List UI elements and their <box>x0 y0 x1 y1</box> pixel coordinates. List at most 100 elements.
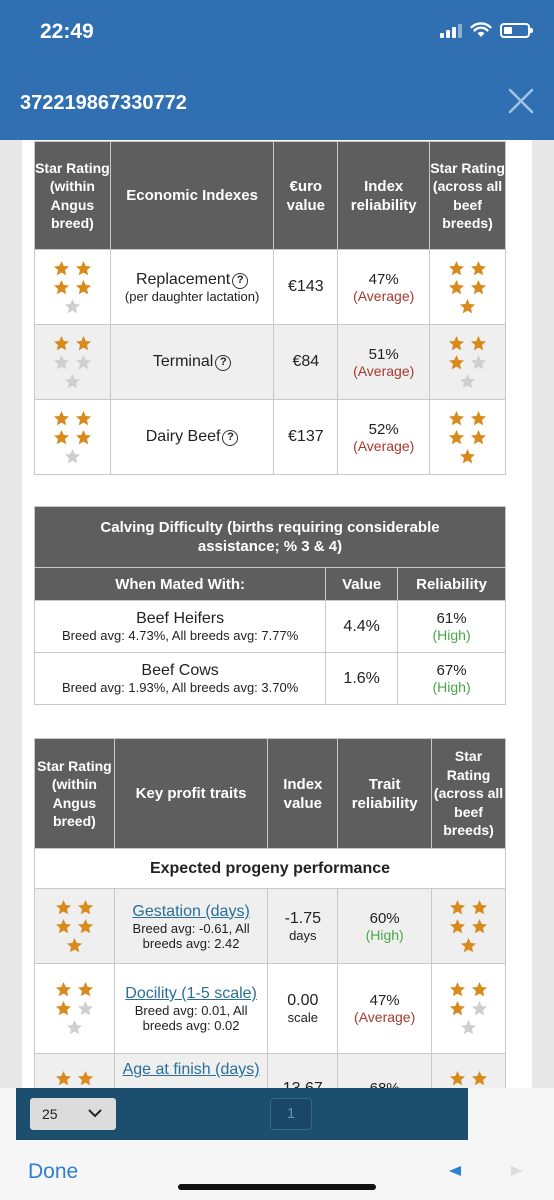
reliability-cell: 67% (High) <box>397 652 506 705</box>
table-row: Dairy Beef? €137 52% (Average) <box>34 399 506 475</box>
header-index-value: Index value <box>267 738 339 849</box>
table-row: Terminal? €84 51% (Average) <box>34 324 506 400</box>
header-value: Value <box>325 567 399 601</box>
header-star-within: Star Rating (within Angus breed) <box>34 738 115 849</box>
header-euro-value: €uro value <box>273 141 339 250</box>
reliability-label: (Average) <box>354 1009 416 1025</box>
star-filled-icon <box>75 279 91 294</box>
star-rating-across <box>429 324 506 400</box>
chevron-down-icon <box>88 1109 102 1118</box>
star-empty-icon <box>64 448 80 463</box>
star-filled-icon <box>75 410 91 425</box>
star-filled-icon <box>449 1071 466 1086</box>
index-name-cell: Replacement? (per daughter lactation) <box>109 249 275 325</box>
star-filled-icon <box>53 335 69 350</box>
star-rating-4 <box>53 260 92 315</box>
section-title: Expected progeny performance <box>34 848 506 889</box>
trait-name-cell: Age at finish (days) <box>113 1053 269 1088</box>
mated-subtext: Breed avg: 4.73%, All breeds avg: 7.77% <box>61 628 299 643</box>
reliability-cell: 60% (High) <box>337 888 433 964</box>
trait-link-age-at-finish[interactable]: Age at finish (days) <box>122 1061 260 1078</box>
signal-icon <box>440 22 462 38</box>
star-rating-2 <box>53 335 92 390</box>
mated-name: Beef Heifers <box>136 610 225 627</box>
calving-header-row: When Mated With: Value Reliability <box>33 567 506 601</box>
index-value-cell: 0.00 scale <box>267 963 339 1054</box>
star-empty-icon <box>471 1001 488 1016</box>
header-star-within: Star Rating (within Angus breed) <box>34 141 111 250</box>
calving-difficulty-table: Calving Difficulty (births requiring con… <box>33 506 506 705</box>
star-filled-icon <box>53 279 69 294</box>
star-filled-icon <box>75 429 91 444</box>
economic-indexes-table: Star Rating (within Angus breed) Economi… <box>34 141 506 475</box>
page-button-current[interactable]: 1 <box>270 1098 312 1130</box>
mated-name: Beef Cows <box>141 662 219 679</box>
star-rating-2 <box>55 1070 94 1088</box>
header-economic-indexes: Economic Indexes <box>109 141 275 250</box>
star-filled-icon <box>55 982 71 997</box>
table-row: Gestation (days) Breed avg: -0.61, All b… <box>34 888 506 964</box>
reliability-label: (Average) <box>353 287 415 304</box>
trait-link-gestation[interactable]: Gestation (days) <box>132 902 250 920</box>
star-filled-icon <box>77 899 93 914</box>
star-filled-icon <box>77 918 93 933</box>
star-rating-within <box>34 249 111 325</box>
star-filled-icon <box>77 982 93 997</box>
next-arrow-icon[interactable] <box>510 1165 524 1177</box>
trait-subtext: Breed avg: -0.61, All breeds avg: 2.42 <box>132 920 250 951</box>
star-rating-5 <box>55 899 94 954</box>
table-row: Beef Cows Breed avg: 1.93%, All breeds a… <box>33 652 506 705</box>
reliability-cell: 61% (High) <box>397 600 506 653</box>
nav-bar: 372219867330772 <box>0 66 554 140</box>
key-profit-traits-table: Star Rating (within Angus breed) Key pro… <box>34 738 506 1088</box>
star-filled-icon <box>55 899 71 914</box>
pagination-bar: 25 1 <box>16 1088 468 1140</box>
index-name: Terminal <box>152 353 214 370</box>
help-icon[interactable]: ? <box>215 355 232 371</box>
star-rating-3 <box>449 981 488 1036</box>
header-star-across: Star Rating (across all beef breeds) <box>431 738 506 849</box>
trait-name-cell: Docility (1-5 scale) Breed avg: 0.01, Al… <box>113 963 269 1054</box>
reliability-value: 68% <box>337 1053 433 1088</box>
reliability-value: 47% <box>368 270 399 288</box>
star-filled-icon <box>448 429 465 444</box>
help-icon[interactable]: ? <box>222 430 239 446</box>
star-empty-icon <box>64 298 80 313</box>
per-page-select[interactable]: 25 <box>30 1098 116 1130</box>
star-empty-icon <box>77 1001 93 1016</box>
wifi-icon <box>470 22 492 37</box>
calving-title: Calving Difficulty (births requiring con… <box>34 506 506 568</box>
reliability-label: (Average) <box>353 362 415 379</box>
table-row: Age at finish (days) 13.67 68% <box>34 1053 506 1088</box>
star-filled-icon <box>75 260 91 275</box>
reliability-cell: 51% (Average) <box>337 324 431 400</box>
star-empty-icon <box>460 1020 477 1035</box>
status-time: 22:49 <box>40 20 94 43</box>
reliability-label: (High) <box>432 679 471 695</box>
star-filled-icon <box>449 982 466 997</box>
trait-link-docility[interactable]: Docility (1-5 scale) <box>125 985 257 1002</box>
star-filled-icon <box>53 410 69 425</box>
reliability-value: 67% <box>436 662 467 679</box>
reliability-value: 61% <box>436 610 467 627</box>
calving-title-row: Calving Difficulty (births requiring con… <box>34 506 506 568</box>
status-bar: 22:49 <box>0 0 554 66</box>
star-filled-icon <box>449 1001 466 1016</box>
help-icon[interactable]: ? <box>232 272 249 289</box>
star-filled-icon <box>448 279 465 294</box>
page-title: 372219867330772 <box>20 92 187 114</box>
star-filled-icon <box>66 937 82 952</box>
star-filled-icon <box>459 298 476 313</box>
reliability-cell: 47% (Average) <box>337 249 431 325</box>
star-rating-across <box>431 1053 506 1088</box>
close-icon[interactable] <box>506 86 536 116</box>
star-rating-2 <box>449 1070 488 1088</box>
done-button[interactable]: Done <box>28 1160 79 1183</box>
star-rating-3 <box>55 981 94 1036</box>
reliability-value: 51% <box>368 345 399 363</box>
previous-arrow-icon[interactable] <box>448 1165 462 1177</box>
star-filled-icon <box>470 410 487 425</box>
content-scroll[interactable]: Star Rating (within Angus breed) Economi… <box>0 140 554 1088</box>
star-filled-icon <box>55 918 71 933</box>
star-filled-icon <box>55 1001 71 1016</box>
